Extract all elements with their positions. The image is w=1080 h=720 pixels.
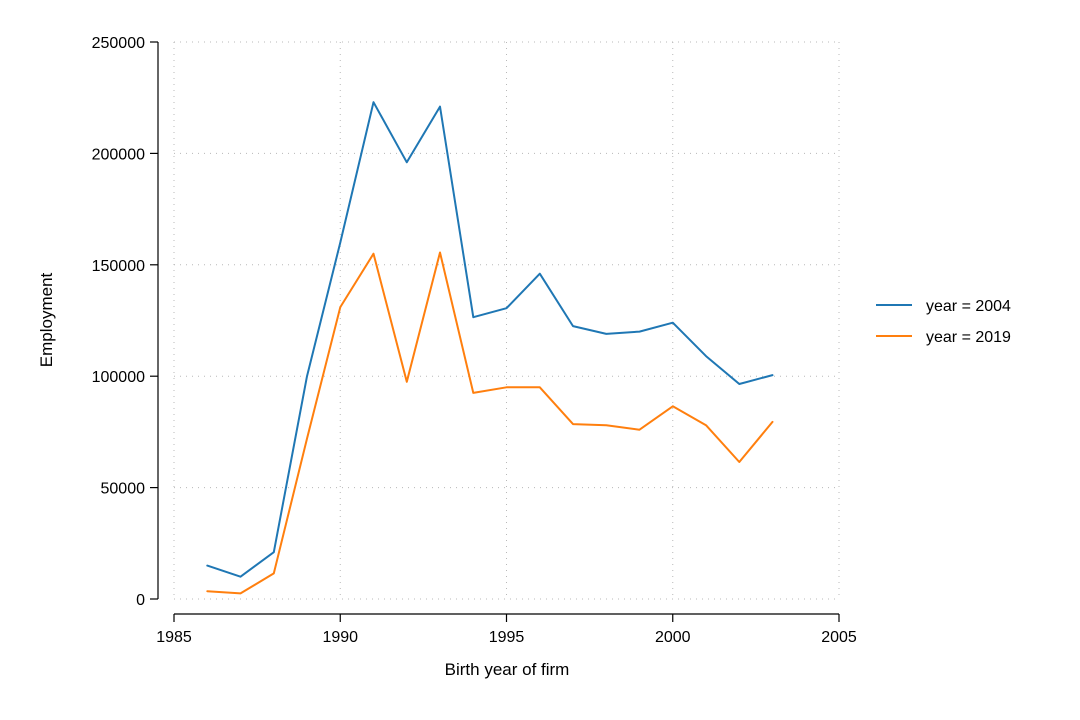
series-line-year-2004 xyxy=(206,101,774,578)
axes xyxy=(157,42,839,615)
y-tick-label: 250000 xyxy=(92,35,145,52)
y-axis-title: Employment xyxy=(37,272,56,367)
x-tick-label: 2000 xyxy=(655,629,691,646)
y-tick-label: 200000 xyxy=(92,146,145,163)
legend-label-2004: year = 2004 xyxy=(926,298,1011,315)
series xyxy=(206,101,774,595)
y-ticks: 0 50000 100000 150000 200000 250000 xyxy=(92,35,158,609)
y-tick-label: 0 xyxy=(136,592,145,609)
legend: year = 2004 year = 2019 xyxy=(876,298,1011,346)
x-tick-label: 2005 xyxy=(821,629,857,646)
series-line-year-2019 xyxy=(206,251,774,595)
x-tick-label: 1990 xyxy=(322,629,358,646)
legend-label-2019: year = 2019 xyxy=(926,329,1011,346)
y-tick-label: 100000 xyxy=(92,369,145,386)
x-tick-label: 1985 xyxy=(156,629,192,646)
y-tick-label: 150000 xyxy=(92,258,145,275)
x-ticks: 1985 1990 1995 2000 2005 xyxy=(156,614,857,646)
x-tick-label: 1995 xyxy=(489,629,525,646)
x-axis-title: Birth year of firm xyxy=(445,660,570,679)
y-tick-label: 50000 xyxy=(101,481,146,498)
grid xyxy=(173,41,840,600)
